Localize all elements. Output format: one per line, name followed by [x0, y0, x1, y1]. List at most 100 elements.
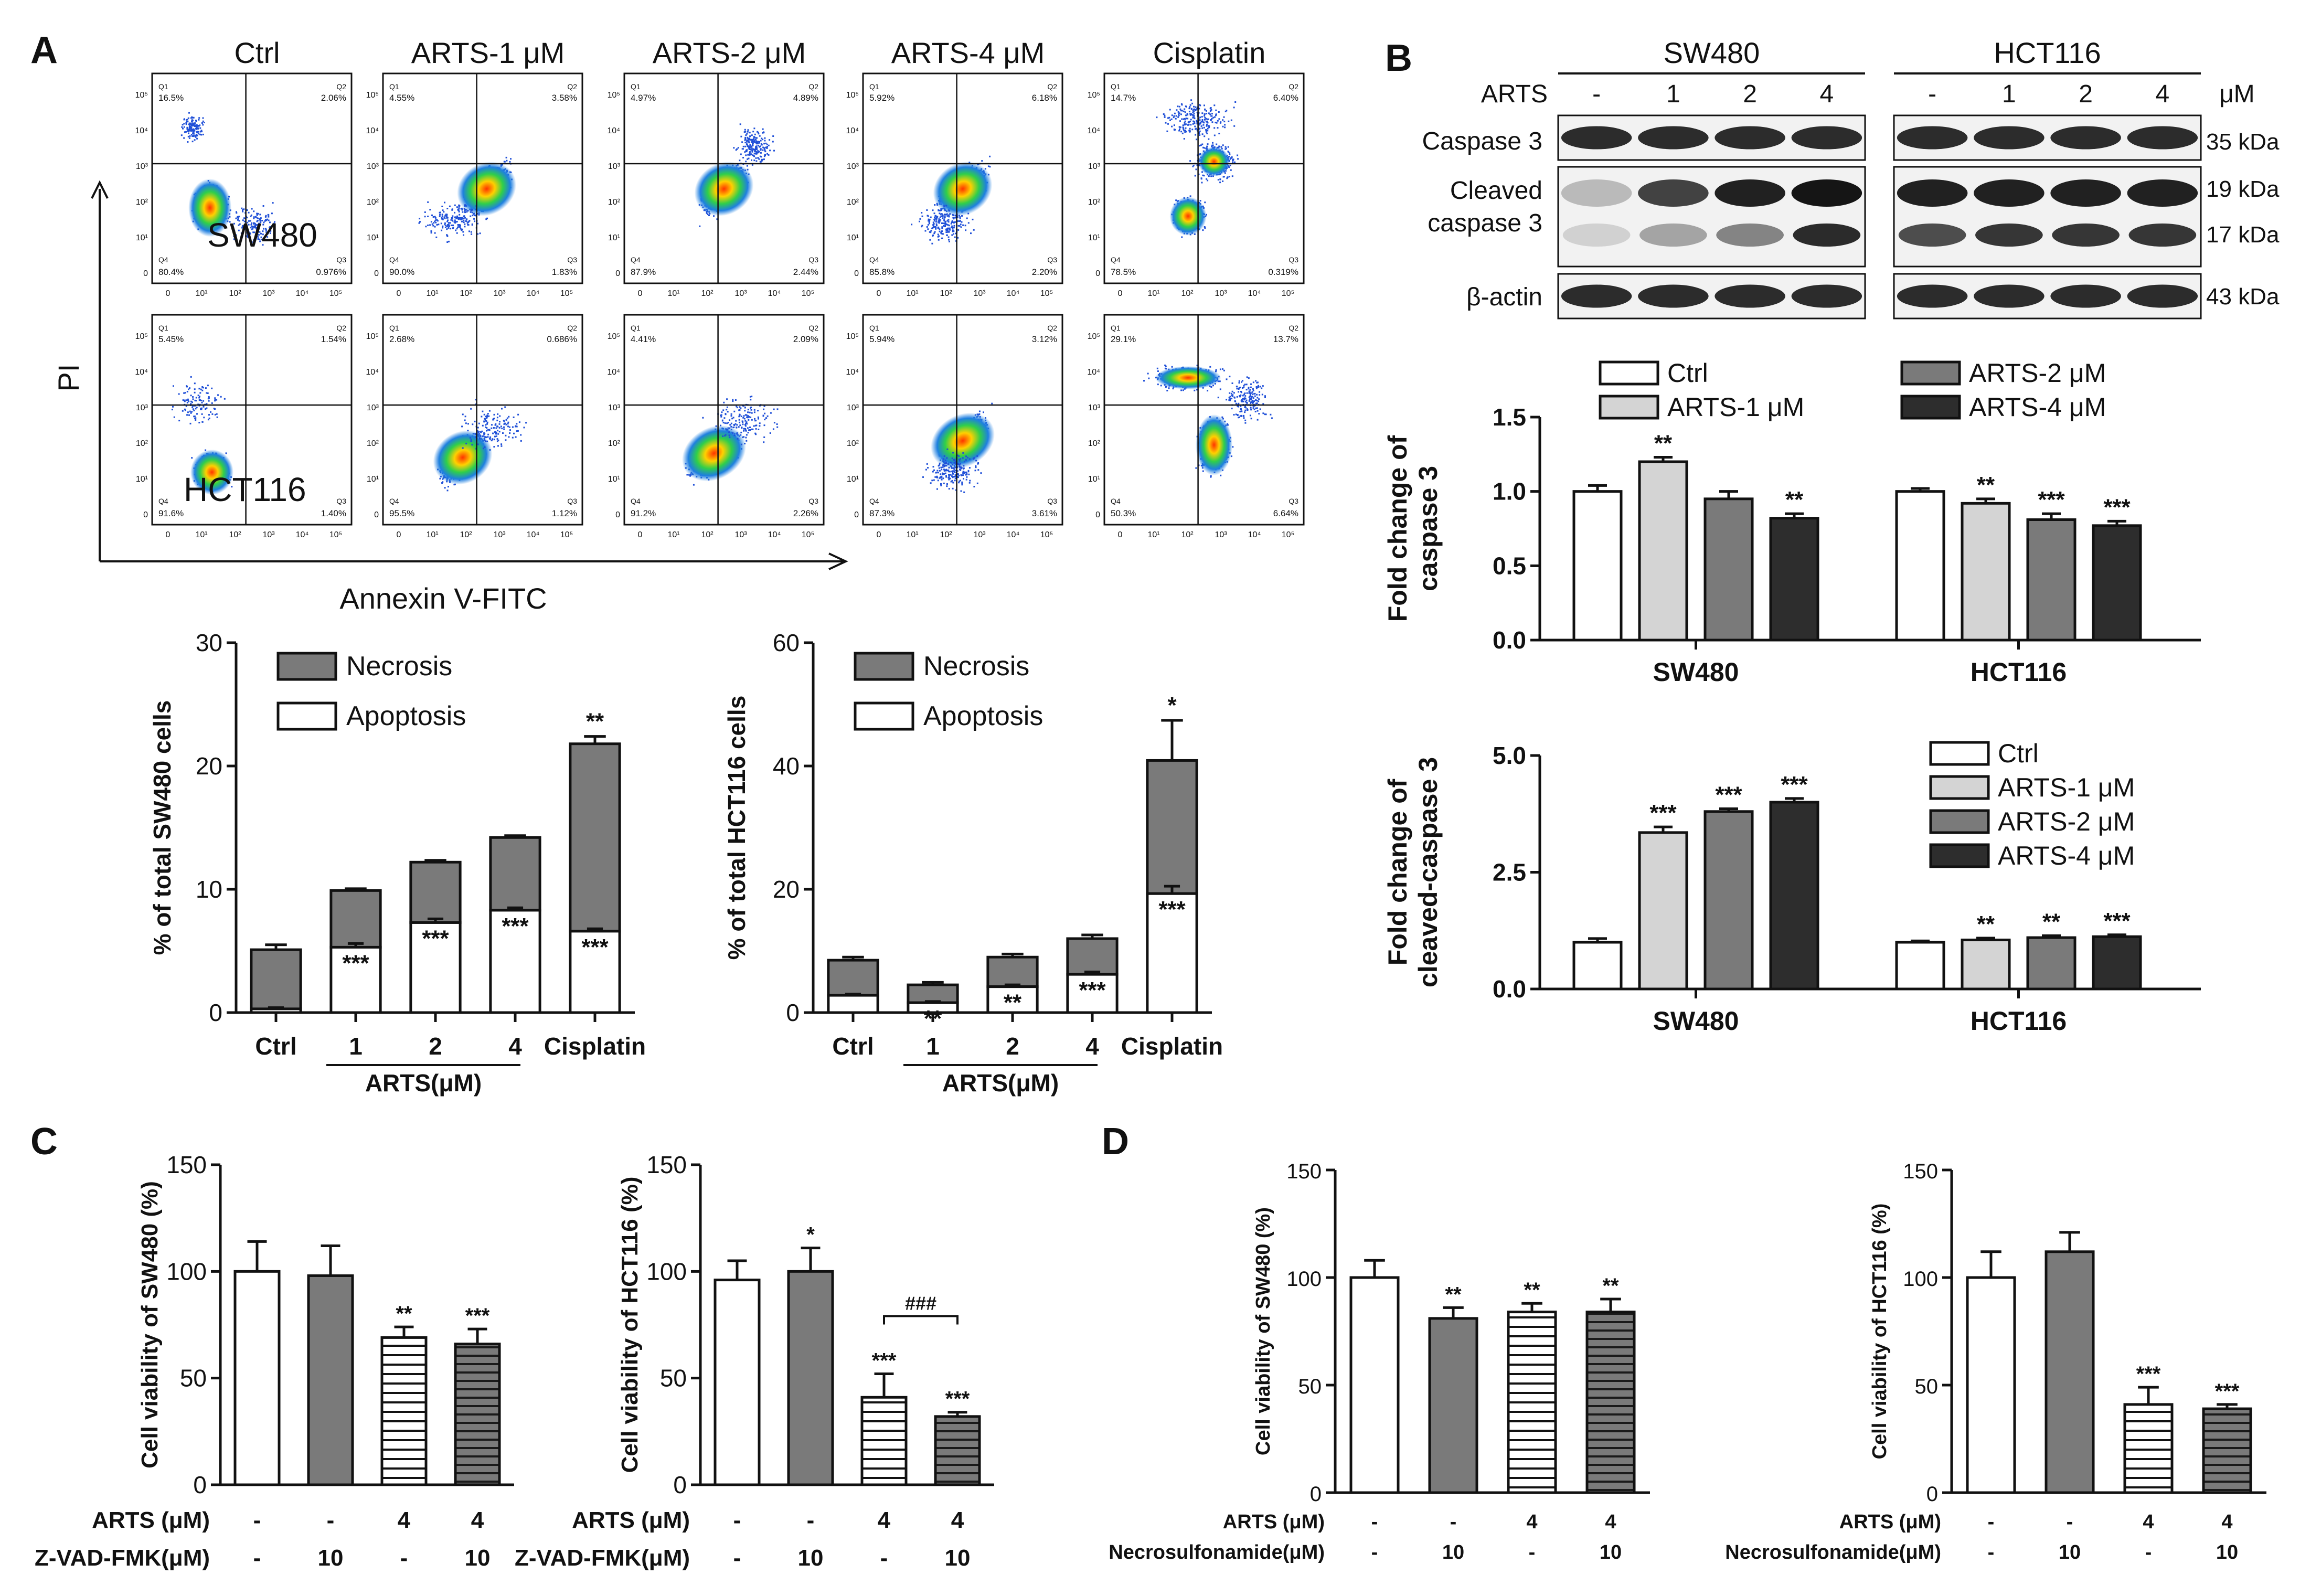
- condition-value-1-0: -: [1371, 1541, 1378, 1563]
- flow-x-tick: 10²: [1181, 530, 1194, 539]
- q4-percent: 90.0%: [389, 267, 414, 277]
- y-axis-label: Cell viability of HCT116 (%): [1869, 1204, 1891, 1460]
- flow-x-tick: 10¹: [195, 289, 207, 298]
- sig-hct116-2: ***: [2038, 487, 2065, 513]
- condition-row-label-1: Z-VAD-FMK(μM): [35, 1545, 210, 1571]
- bar-1: [1428, 1317, 1478, 1494]
- flow-y-tick: 10⁵: [846, 91, 859, 100]
- sig-3: **: [1602, 1274, 1619, 1297]
- sig-sw480-3: **: [1785, 487, 1804, 513]
- flow-density: [188, 178, 232, 237]
- flow-x-tick: 10⁴: [1007, 530, 1020, 539]
- flow-x-tick: 10⁵: [1282, 530, 1294, 539]
- flow-y-tick: 10²: [1088, 439, 1101, 448]
- flow-x-tick: 0: [877, 289, 881, 298]
- blot-band-17kda: [1793, 224, 1861, 247]
- y-axis-label: cleaved-caspase 3: [1413, 757, 1443, 987]
- bar-hct116-1: [1961, 502, 2011, 642]
- legend-label-1: ARTS-1 μM: [1667, 392, 1804, 422]
- blot-band: [1791, 284, 1862, 308]
- q2-tag: Q2: [808, 324, 818, 332]
- blot-band-17kda: [1562, 224, 1631, 247]
- flow-y-tick: 0: [615, 269, 620, 278]
- bar-sw480-3: [1769, 801, 1819, 991]
- q2-tag: Q2: [336, 82, 346, 91]
- condition-value-1-1: 10: [1442, 1541, 1464, 1563]
- q4-tag: Q4: [869, 497, 879, 505]
- q3-tag: Q3: [336, 497, 346, 505]
- blot-band-19kda: [1638, 179, 1709, 207]
- blot-band: [1715, 284, 1785, 308]
- y-tick-label: 20: [196, 752, 222, 780]
- panel-letter-A: A: [30, 29, 58, 71]
- q4-percent: 95.5%: [389, 508, 414, 518]
- q2-percent: 2.09%: [793, 334, 818, 344]
- flow-plot-sw480-4: Q1 Q2 Q4 Q3 14.7% 6.40% 78.5% 0.319% 0 0 10¹ 10¹ 10²…: [1087, 72, 1305, 298]
- chart-B-cleaved-caspase3: 0.0 2.5 5.0 Fold change of cleaved-caspase 3…: [1383, 739, 2201, 1036]
- sig-1: *: [806, 1223, 815, 1247]
- flow-density: [931, 412, 995, 469]
- condition-row-label-0: ARTS (μM): [572, 1507, 690, 1533]
- legend-label-3: ARTS-4 μM: [1969, 392, 2106, 422]
- y-axis-label: Cell viability of SW480 (%): [137, 1181, 163, 1469]
- y-tick-label: 0.5: [1493, 552, 1526, 579]
- bar-0: [1349, 1276, 1400, 1494]
- bar-2: [860, 1396, 908, 1486]
- bar-1: [787, 1270, 834, 1486]
- flow-y-tick: 10¹: [1088, 475, 1100, 484]
- blot-band-17kda: [1898, 224, 1966, 247]
- bar-0: [233, 1270, 281, 1486]
- q1-percent: 5.92%: [869, 93, 895, 103]
- bar-necrosis-0: [827, 959, 879, 997]
- bar-1: [307, 1274, 354, 1486]
- legend-label-0: Ctrl: [1667, 358, 1708, 388]
- q1-tag: Q1: [158, 82, 168, 91]
- condition-value-1-3: 10: [945, 1545, 971, 1571]
- flow-y-tick: 0: [143, 269, 148, 278]
- y-tick-label: 50: [660, 1365, 687, 1392]
- chart-B-caspase3: 0.0 0.5 1.0 1.5 Fold change of caspase 3 ** ** S…: [1383, 358, 2201, 687]
- blot-band: [1638, 284, 1709, 308]
- blot-band: [1974, 284, 2045, 308]
- flow-x-tick: 10²: [1181, 289, 1194, 298]
- q1-percent: 5.45%: [158, 334, 184, 344]
- flow-y-tick: 10²: [608, 439, 621, 448]
- flow-y-tick: 10³: [367, 162, 379, 171]
- kda-19: 19 kDa: [2206, 176, 2280, 202]
- flow-y-tick: 10⁵: [135, 332, 148, 341]
- bar-necrosis-1: [329, 889, 382, 949]
- q1-percent: 2.68%: [389, 334, 414, 344]
- legend-label-1: ARTS-1 μM: [1998, 773, 2135, 802]
- flow-y-tick: 0: [1095, 510, 1100, 519]
- blot-band: [1897, 284, 1968, 308]
- bar-apoptosis-0: [827, 994, 879, 1014]
- y-tick-label: 60: [773, 629, 800, 656]
- bar-2: [1507, 1311, 1557, 1494]
- blot-band-19kda: [2050, 179, 2121, 207]
- flow-x-tick: 10⁵: [802, 530, 814, 539]
- lane-label-1-2: 2: [2079, 80, 2093, 108]
- y-tick-label: 0: [1310, 1483, 1322, 1506]
- x-category-label-1: 1: [926, 1033, 940, 1060]
- blot-band: [2050, 284, 2121, 308]
- flow-plot-sw480-0: Q1 Q2 Q4 Q3 16.5% 2.06% 80.4% 0.976% 0 0 10¹ 10¹ 10²…: [135, 72, 353, 298]
- q4-percent: 50.3%: [1111, 508, 1136, 518]
- flow-y-tick: 0: [143, 510, 148, 519]
- x-category-label-2: 2: [429, 1033, 442, 1060]
- flow-y-tick: 10²: [367, 439, 379, 448]
- flow-x-tick: 10³: [1215, 530, 1227, 539]
- q2-tag: Q2: [567, 324, 577, 332]
- sig-sw480-1: ***: [1649, 800, 1677, 826]
- y-axis-label: Cell viability of SW480 (%): [1252, 1207, 1274, 1455]
- flow-x-tick: 10⁴: [768, 289, 781, 298]
- flow-y-tick: 10⁵: [1088, 91, 1100, 100]
- condition-value-0-3: 4: [1605, 1511, 1616, 1533]
- bar-apoptosis-4: [569, 930, 621, 1014]
- q2-percent: 1.54%: [321, 334, 346, 344]
- q3-percent: 2.26%: [793, 508, 818, 518]
- flow-events: [418, 201, 488, 243]
- q3-percent: 6.64%: [1273, 508, 1298, 518]
- flow-density: [1155, 366, 1221, 389]
- q3-tag: Q3: [1289, 497, 1298, 505]
